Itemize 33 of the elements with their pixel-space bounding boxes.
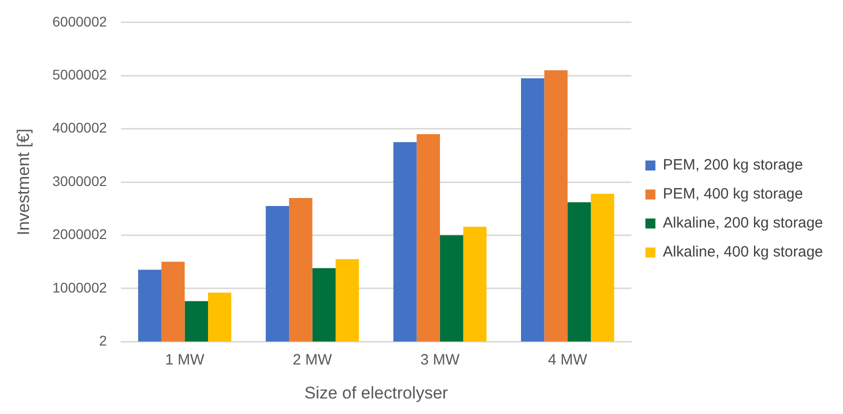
bar: [440, 235, 464, 342]
bar: [568, 202, 591, 342]
bar: [208, 292, 232, 342]
x-tick-label: 2 MW: [292, 352, 333, 369]
bar: [312, 268, 336, 342]
bar: [161, 262, 185, 342]
bar: [393, 142, 417, 342]
bar: [416, 134, 440, 342]
x-tick-label: 4 MW: [548, 352, 588, 369]
y-tick-label: 5000002: [52, 66, 108, 82]
bar: [590, 194, 614, 342]
legend-label: Alkaline, 200 kg storage: [662, 214, 824, 232]
y-tick-label: 2: [99, 332, 108, 348]
legend-label: PEM, 200 kg storage: [662, 156, 803, 174]
bar: [544, 70, 568, 342]
y-tick-label: 2000002: [52, 226, 108, 242]
y-tick-label: 3000002: [52, 172, 108, 189]
x-tick-label: 3 MW: [420, 352, 460, 369]
y-tick-label: 1000002: [52, 279, 108, 296]
bar: [184, 301, 208, 342]
bar: [289, 198, 312, 342]
y-tick-label: 6000002: [52, 13, 108, 30]
bar: [336, 259, 359, 342]
bar: [266, 206, 290, 342]
bar: [138, 270, 162, 342]
y-axis-title: Investment [€]: [14, 128, 33, 236]
bar: [463, 226, 487, 342]
legend-label: PEM, 400 kg storage: [662, 186, 803, 203]
x-axis-title: Size of electrolyser: [304, 383, 448, 402]
x-tick-label: 1 MW: [165, 352, 206, 369]
y-tick-label: 4000002: [52, 120, 108, 136]
legend-label: Alkaline, 400 kg storage: [662, 244, 824, 261]
bar: [521, 78, 544, 342]
